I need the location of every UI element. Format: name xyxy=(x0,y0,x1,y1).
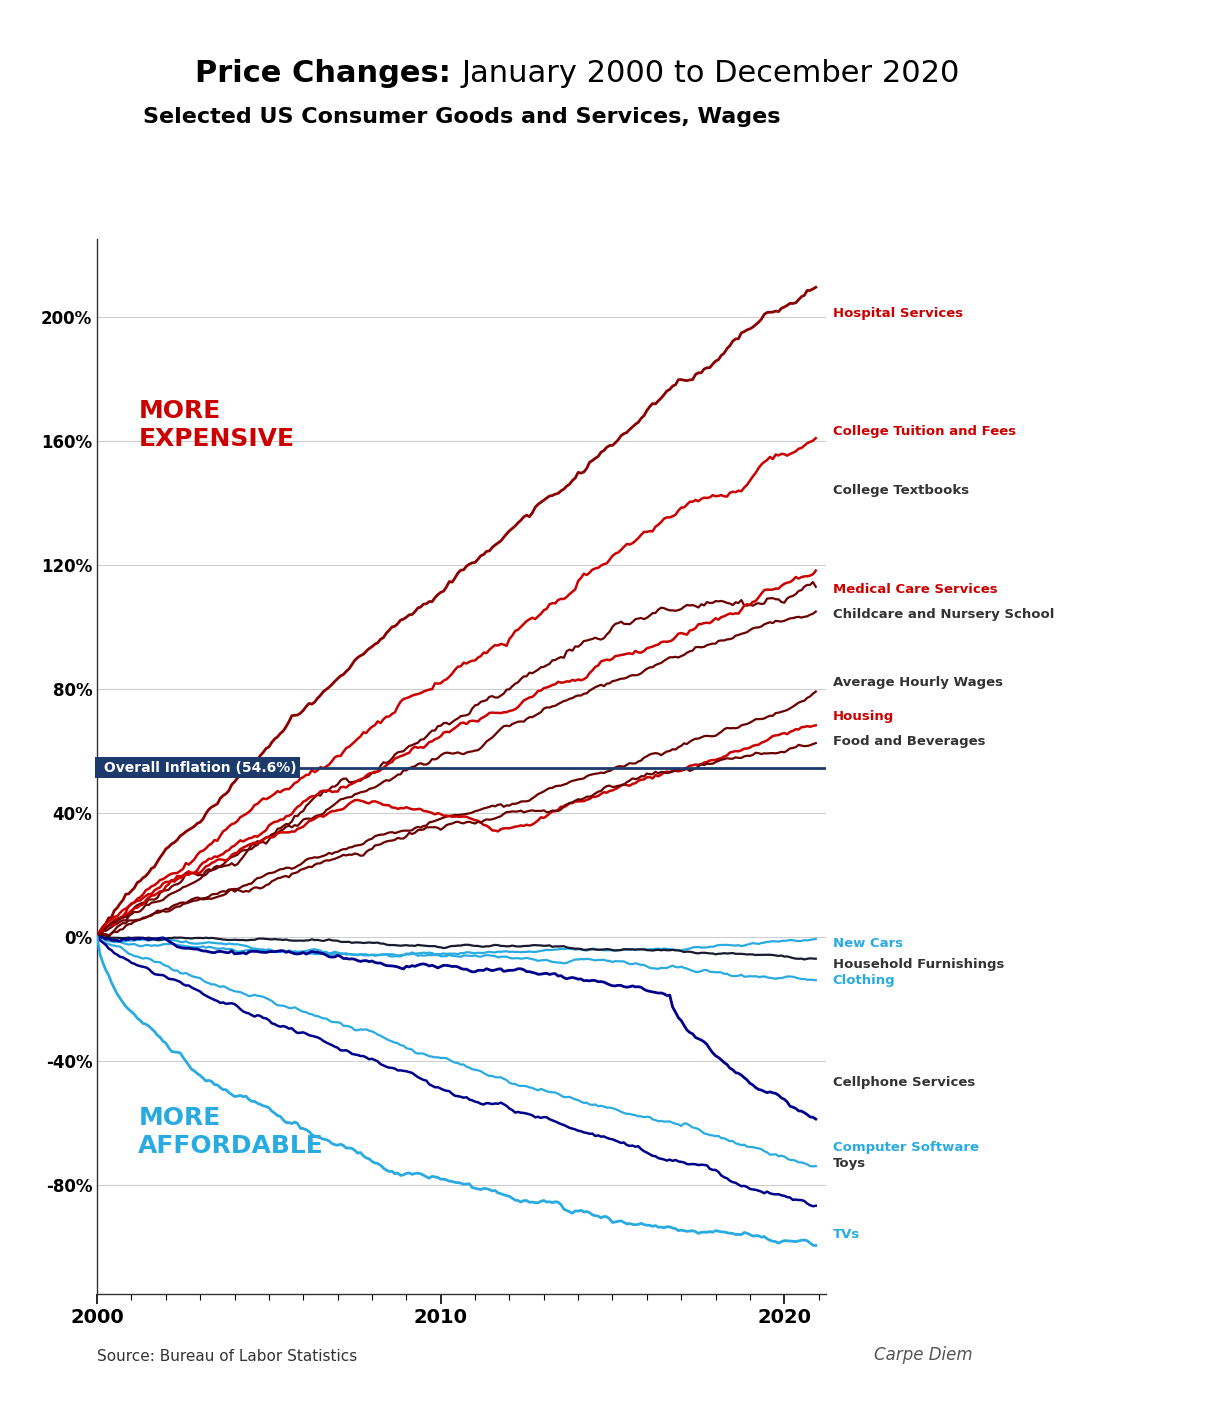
Text: TVs: TVs xyxy=(833,1227,860,1241)
Text: Clothing: Clothing xyxy=(833,974,896,987)
Text: Price Changes:: Price Changes: xyxy=(194,59,461,89)
Text: January 2000 to December 2020: January 2000 to December 2020 xyxy=(461,59,960,89)
Text: Computer Software: Computer Software xyxy=(833,1142,978,1154)
Text: Housing: Housing xyxy=(833,710,894,723)
Text: MORE
AFFORDABLE: MORE AFFORDABLE xyxy=(138,1107,324,1159)
Text: College Textbooks: College Textbooks xyxy=(833,484,969,496)
Text: AEI: AEI xyxy=(1057,1347,1097,1368)
Text: Overall Inflation (54.6%): Overall Inflation (54.6%) xyxy=(98,761,296,775)
Text: College Tuition and Fees: College Tuition and Fees xyxy=(833,425,1016,437)
Text: Hospital Services: Hospital Services xyxy=(833,307,963,321)
Text: Medical Care Services: Medical Care Services xyxy=(833,583,998,596)
Text: Toys: Toys xyxy=(833,1157,866,1170)
Text: New Cars: New Cars xyxy=(833,936,903,949)
Text: Carpe Diem: Carpe Diem xyxy=(874,1346,972,1364)
Text: Household Furnishings: Household Furnishings xyxy=(833,959,1004,972)
Text: Average Hourly Wages: Average Hourly Wages xyxy=(833,676,1003,689)
Text: MORE
EXPENSIVE: MORE EXPENSIVE xyxy=(138,399,294,451)
Text: Childcare and Nursery School: Childcare and Nursery School xyxy=(833,607,1054,621)
Text: Selected US Consumer Goods and Services, Wages: Selected US Consumer Goods and Services,… xyxy=(142,107,781,127)
Text: Source: Bureau of Labor Statistics: Source: Bureau of Labor Statistics xyxy=(97,1348,357,1364)
Text: Cellphone Services: Cellphone Services xyxy=(833,1076,975,1090)
Text: Food and Beverages: Food and Beverages xyxy=(833,735,986,748)
